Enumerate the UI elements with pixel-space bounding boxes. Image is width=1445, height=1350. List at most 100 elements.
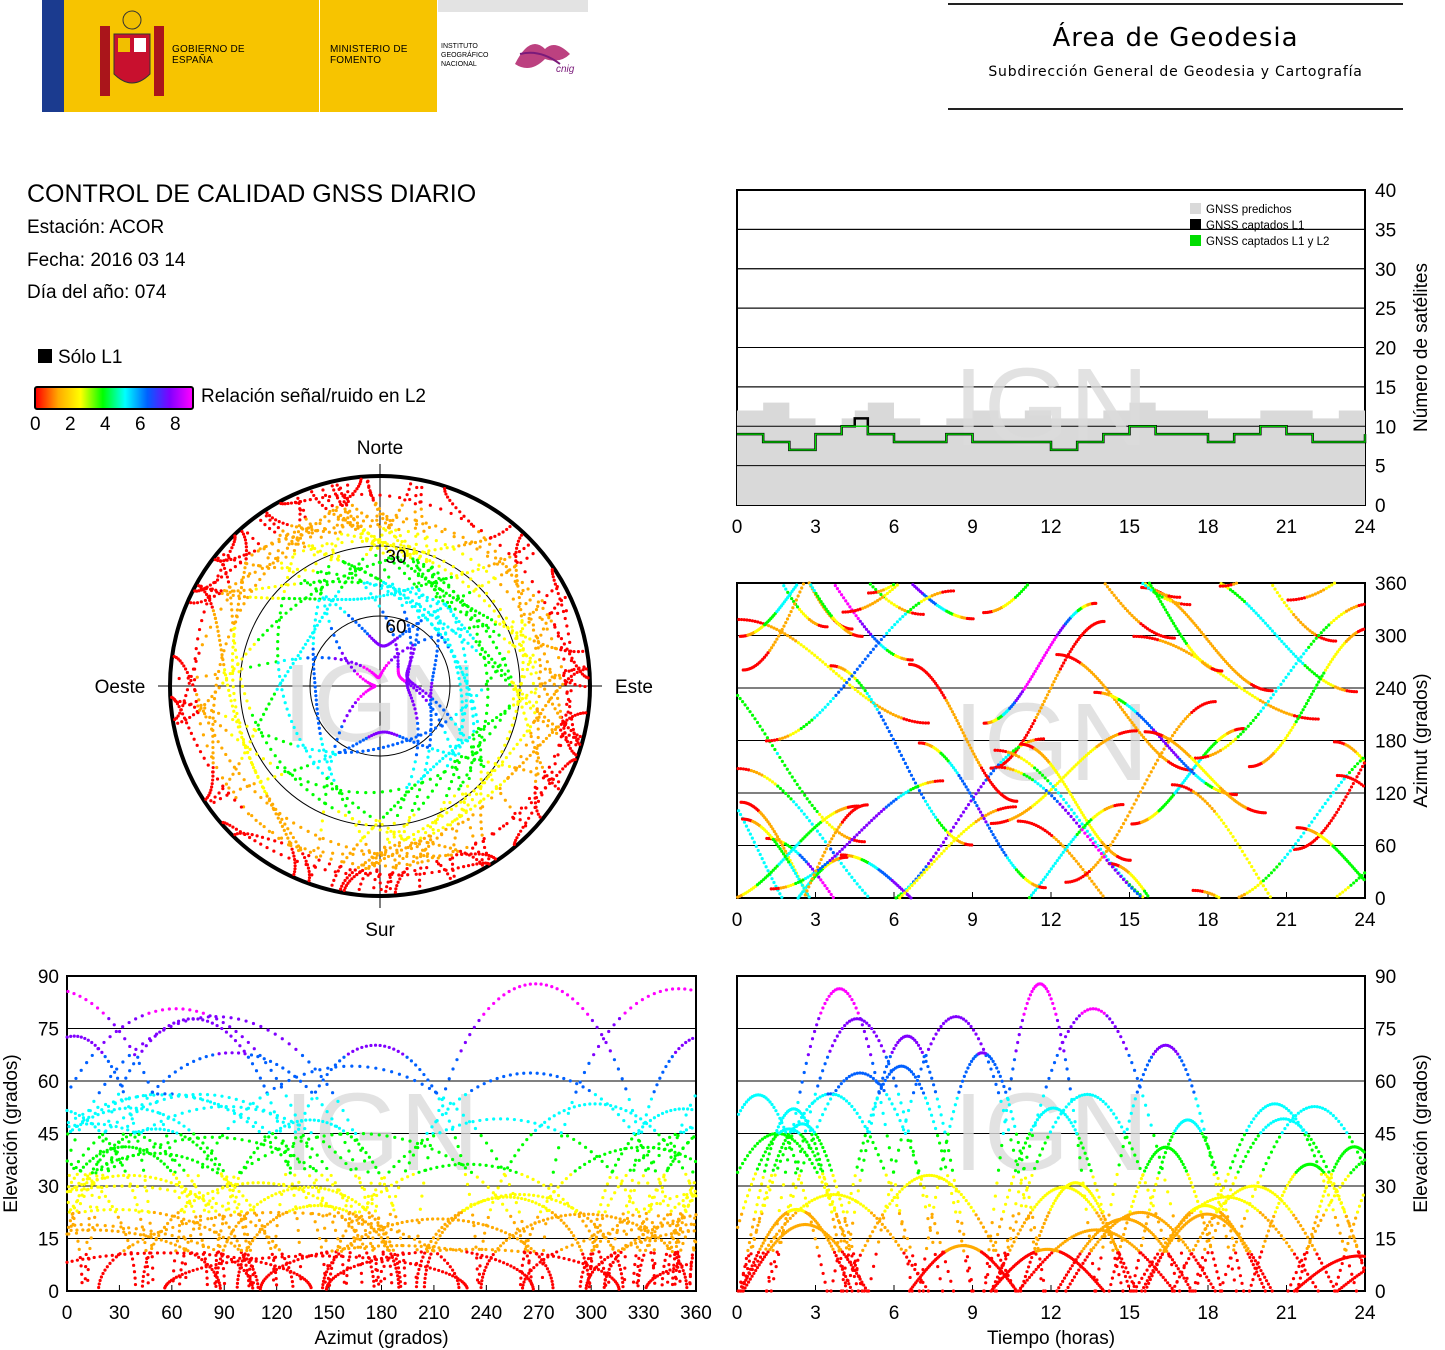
azimuth-point [1301, 708, 1305, 712]
skyplot-point [422, 871, 426, 876]
azimuth-point [1287, 607, 1291, 611]
azimuth-point [817, 875, 821, 879]
azimuth-point [1146, 586, 1150, 590]
azimuth-point [941, 840, 946, 844]
skyplot-point [314, 612, 318, 616]
skyplot-point [408, 693, 412, 697]
skyplot-point [557, 703, 561, 707]
skyplot-point [256, 723, 260, 727]
skyplot-point [280, 817, 284, 821]
azimuth-point [1280, 859, 1284, 863]
skyplot-point [441, 626, 445, 631]
azimuth-point [1296, 838, 1300, 842]
azimuth-point [1284, 675, 1288, 680]
azimuth-point [1310, 692, 1314, 696]
skyplot-point [384, 889, 388, 893]
skyplot-point [204, 674, 208, 678]
azimuth-point [1132, 889, 1137, 893]
skyplot-point [211, 716, 215, 720]
azimuth-point [879, 589, 883, 593]
skyplot-point [486, 687, 490, 691]
skyplot-point [224, 752, 228, 757]
skyplot-point [493, 534, 497, 538]
skyplot-point [443, 730, 447, 735]
skyplot-point [210, 782, 214, 786]
azimuth-point [1124, 880, 1128, 885]
azimuth-point [960, 779, 965, 783]
azimuth-point [903, 612, 908, 616]
azimuth-point [1177, 725, 1181, 729]
azimuth-point [787, 613, 791, 617]
skyplot-point [232, 709, 236, 713]
skyplot-point [416, 721, 420, 725]
skyplot-point [274, 737, 278, 741]
azimuth-point [1174, 753, 1178, 757]
skyplot-point [484, 569, 489, 573]
azimuth-point [1050, 683, 1054, 687]
skyplot-point [400, 603, 404, 607]
skyplot-point [479, 770, 483, 774]
skyplot-point [354, 620, 358, 624]
azimuth-point [922, 870, 926, 874]
azimuth-point [1352, 881, 1356, 885]
skyplot-point [424, 521, 428, 525]
azimuth-point [802, 812, 806, 816]
skyplot-point [348, 851, 352, 855]
azimuth-point [1117, 599, 1121, 603]
azimuth-point [858, 664, 862, 668]
azimuth-point [1164, 593, 1169, 597]
skyplot-point [462, 865, 466, 869]
skyplot-point [217, 791, 221, 795]
azimuth-point [975, 758, 979, 762]
skyplot-point [505, 527, 509, 532]
azimuth-point [1289, 649, 1293, 654]
skyplot-point [231, 678, 235, 682]
azimuth-point [848, 683, 852, 687]
skyplot-point [525, 667, 529, 672]
skyplot-point [408, 863, 412, 867]
azimuth-point [874, 590, 878, 594]
azimuth-point [1171, 621, 1176, 626]
skyplot-point [355, 507, 359, 511]
azimuth-point [1149, 770, 1153, 774]
skyplot-point [348, 873, 352, 877]
skyplot-point [419, 583, 424, 588]
azimuth-point [894, 896, 898, 900]
azimuth-point [1141, 786, 1145, 790]
azimuth-point [1264, 876, 1268, 880]
azimuth-point [896, 715, 901, 719]
skyplot-point [294, 840, 298, 844]
azimuth-point [795, 605, 800, 609]
azimuth-point [739, 767, 743, 771]
skyplot-point [304, 596, 308, 600]
azimuth-point [1130, 613, 1134, 618]
skyplot-point [581, 668, 585, 672]
skyplot-point [445, 793, 449, 798]
skyplot-point [347, 746, 351, 750]
skyplot-point [375, 546, 380, 550]
skyplot-point [317, 749, 321, 753]
skyplot-point [296, 654, 300, 658]
skyplot-point [398, 734, 402, 738]
azimuth-point [997, 765, 1001, 769]
skyplot-point [320, 742, 324, 746]
azimuth-point [794, 639, 798, 643]
azimuth-point [970, 843, 974, 847]
skyplot-point [432, 554, 436, 559]
skyplot-point [215, 625, 219, 629]
skyplot-point [283, 769, 287, 774]
azimuth-point [1186, 615, 1190, 619]
azimuth-point [1011, 749, 1016, 753]
skyplot-point [566, 632, 570, 636]
azimuth-point [1303, 716, 1307, 720]
skyplot-point [370, 519, 374, 523]
azimuth-point [911, 605, 916, 609]
azimuth-point [1331, 816, 1335, 820]
azimuth-point [1068, 650, 1072, 654]
skyplot-point [406, 623, 410, 627]
skyplot-point [334, 508, 338, 513]
skyplot-point [299, 533, 303, 537]
azimuth-point [1116, 702, 1121, 707]
azimuth-point [871, 591, 876, 595]
skyplot-point [214, 683, 218, 687]
